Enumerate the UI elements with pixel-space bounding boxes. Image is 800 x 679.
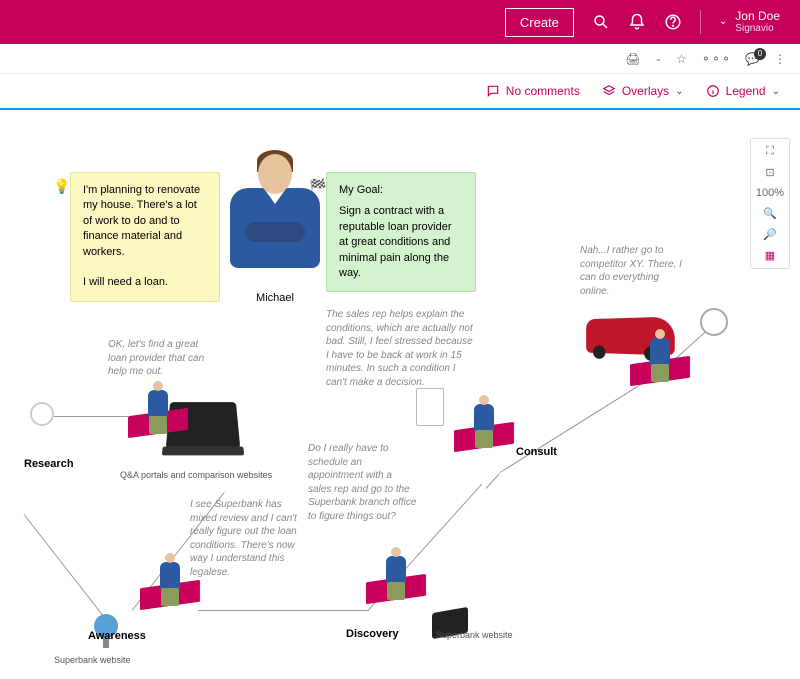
stage-label: Awareness	[88, 630, 146, 642]
chevron-down-icon[interactable]: ⌄	[655, 53, 663, 64]
thought-awareness: I see Superbank has mixed review and I c…	[190, 498, 310, 579]
end-node-icon	[700, 308, 728, 336]
more-icon[interactable]: ⋮	[774, 52, 786, 66]
chevron-down-icon: ⌄	[675, 86, 683, 97]
persona-goal-note[interactable]: 🏁 My Goal: Sign a contract with a reputa…	[326, 172, 476, 292]
lightbulb-icon	[30, 402, 54, 426]
star-icon[interactable]: ☆	[676, 52, 687, 66]
user-org: Signavio	[735, 23, 780, 35]
stage-sublabel: Superbank website	[436, 630, 513, 640]
stage-awareness[interactable]	[140, 578, 200, 612]
stage-label: Research	[24, 458, 74, 470]
top-header: Create ⌄ Jon Doe Signavio	[0, 0, 800, 44]
overlays-toggle[interactable]: Overlays ⌄	[602, 84, 684, 98]
legend-toggle[interactable]: Legend ⌄	[706, 84, 780, 98]
fullscreen-icon[interactable]: ⛶	[766, 145, 774, 158]
zoom-panel: ⛶ ⊡ 100% 🔍 🔎 ▦	[750, 138, 790, 269]
minimap-icon[interactable]: ▦	[765, 249, 775, 262]
user-name: Jon Doe	[735, 9, 780, 23]
stage-label: Consult	[516, 446, 557, 458]
bulb-icon: 💡	[53, 177, 70, 197]
persona-name: Michael	[220, 292, 330, 304]
stage-sublabel: Q&A portals and comparison websites	[120, 470, 272, 480]
help-icon[interactable]	[664, 13, 682, 31]
persona-thought-note[interactable]: 💡 I'm planning to renovate my house. The…	[70, 172, 220, 302]
stage-consult[interactable]	[454, 420, 514, 454]
chevron-down-icon: ⌄	[772, 86, 780, 97]
share-icon[interactable]: ⚬⚬⚬	[701, 52, 731, 66]
note-text: I'm planning to renovate my house. There…	[83, 183, 207, 291]
zoom-out-icon[interactable]: 🔎	[763, 228, 777, 241]
user-menu[interactable]: ⌄ Jon Doe Signavio	[719, 9, 780, 35]
print-icon[interactable]: 🖨	[625, 52, 640, 66]
journey-canvas[interactable]: ⛶ ⊡ 100% 🔍 🔎 ▦ 💡 I'm planning to renovat…	[0, 110, 800, 679]
divider	[700, 10, 701, 34]
comments-toggle[interactable]: No comments	[486, 84, 580, 98]
zoom-level: 100%	[756, 187, 784, 199]
persona-portrait[interactable]: Michael	[220, 150, 330, 304]
thought-research: OK, let's find a great loan provider tha…	[108, 338, 208, 379]
fit-icon[interactable]: ⊡	[765, 166, 774, 179]
sub-toolbar: 🖨 ⌄ ☆ ⚬⚬⚬ 💬0 ⋮	[0, 44, 800, 74]
zoom-in-icon[interactable]: 🔍	[763, 207, 777, 220]
journey-path	[198, 610, 368, 611]
note-text: Sign a contract with a reputable loan pr…	[339, 204, 463, 281]
create-button[interactable]: Create	[505, 8, 574, 37]
stage-label: Discovery	[346, 628, 399, 640]
stage-research[interactable]	[128, 406, 188, 440]
search-icon[interactable]	[592, 13, 610, 31]
thought-exit: Nah...I rather go to competitor XY. Ther…	[580, 244, 690, 298]
canvas-toolbar: No comments Overlays ⌄ Legend ⌄	[0, 74, 800, 110]
stage-exit[interactable]	[630, 354, 690, 388]
bell-icon[interactable]	[628, 13, 646, 31]
stage-discovery[interactable]	[366, 572, 426, 606]
journey-path	[486, 473, 500, 489]
stage-sublabel: Superbank website	[54, 655, 131, 665]
thought-discovery: Do I really have to schedule an appointm…	[308, 442, 418, 523]
journey-path	[54, 416, 128, 417]
thought-consult: The sales rep helps explain the conditio…	[326, 308, 476, 389]
comment-icon[interactable]: 💬0	[745, 52, 760, 66]
note-title: My Goal:	[339, 183, 463, 198]
document-icon	[416, 388, 444, 426]
